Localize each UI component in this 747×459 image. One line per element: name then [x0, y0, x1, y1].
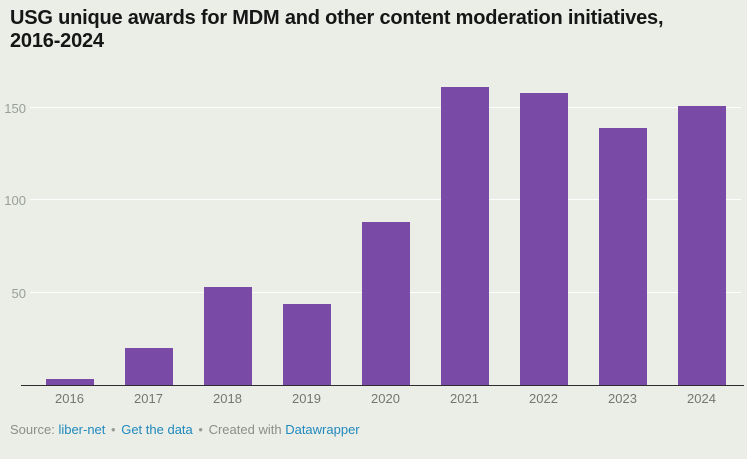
x-tick-label-2024: 2024 — [687, 391, 716, 406]
chart-title-line1: USG unique awards for MDM and other cont… — [10, 7, 664, 29]
x-axis-labels: 2016 2017 2018 2019 2020 2021 2022 2023 2024 — [30, 391, 741, 406]
x-tick-label-2023: 2023 — [608, 391, 637, 406]
bar-slot-2017 — [109, 80, 188, 385]
plot-area: 2016 2017 2018 2019 2020 2021 2022 2023 2024 50 1… — [4, 80, 744, 406]
bar-slot-2022 — [504, 80, 583, 385]
x-tick-label-2018: 2018 — [213, 391, 242, 406]
separator-dot: • — [198, 422, 203, 437]
source-link[interactable]: liber-net — [58, 422, 106, 437]
chart-title-line2: 2016-2024 — [10, 30, 104, 52]
bar-slot-2018 — [188, 80, 267, 385]
x-axis-line — [21, 385, 744, 386]
x-tick-label-2019: 2019 — [292, 391, 321, 406]
bar-2016 — [45, 379, 94, 385]
bar-2019 — [282, 303, 331, 385]
bar-slot-2016 — [30, 80, 109, 385]
datawrapper-link[interactable]: Datawrapper — [285, 422, 360, 437]
gridline-100 — [30, 199, 741, 201]
bar-2021 — [440, 87, 489, 385]
bar-2023 — [598, 128, 647, 385]
get-data-link[interactable]: Get the data — [121, 422, 193, 437]
footer: Source: liber-net • Get the data • Creat… — [10, 422, 360, 437]
bar-2018 — [203, 287, 252, 385]
x-tick-label-2016: 2016 — [55, 391, 84, 406]
bar-2017 — [124, 348, 173, 385]
bar-slot-2020 — [346, 80, 425, 385]
x-tick-label-2020: 2020 — [371, 391, 400, 406]
separator-dot: • — [111, 422, 116, 437]
chart-title: USG unique awards for MDM and other cont… — [10, 7, 725, 53]
bar-slot-2023 — [583, 80, 662, 385]
bar-2022 — [519, 92, 568, 385]
y-tick-label-100: 100 — [4, 193, 26, 209]
bars-container — [30, 80, 741, 385]
bar-2024 — [677, 105, 726, 385]
y-tick-label-150: 150 — [4, 100, 26, 116]
bar-slot-2019 — [267, 80, 346, 385]
bar-slot-2021 — [425, 80, 504, 385]
bar-2020 — [361, 222, 410, 385]
x-tick-label-2022: 2022 — [529, 391, 558, 406]
x-tick-label-2021: 2021 — [450, 391, 479, 406]
bar-slot-2024 — [662, 80, 741, 385]
created-with-label: Created with — [208, 422, 282, 437]
gridline-150 — [30, 106, 741, 108]
y-tick-label-50: 50 — [11, 285, 26, 301]
source-label: Source: — [10, 422, 55, 437]
x-tick-label-2017: 2017 — [134, 391, 163, 406]
